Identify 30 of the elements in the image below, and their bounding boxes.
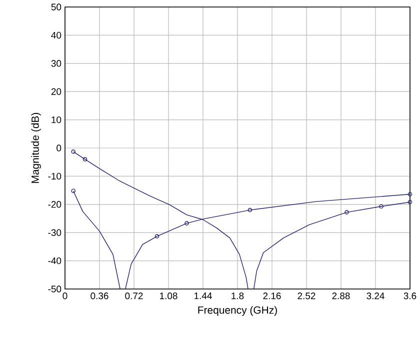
y-tick-label: 20	[51, 88, 62, 95]
y-tick-label: 30	[51, 60, 62, 67]
x-tick-label: 1.44	[194, 292, 212, 300]
point	[379, 204, 384, 209]
point	[344, 210, 349, 214]
point	[82, 157, 88, 162]
y-tick-label: -40	[48, 257, 62, 264]
y-tick-label: -10	[48, 172, 62, 180]
y-tick-label: 0	[56, 144, 62, 152]
y-tick-label: 10	[52, 116, 62, 124]
y-tick-label: 40	[51, 32, 62, 39]
x-tick-label: 0	[62, 292, 68, 300]
x-tick-label: 1.08	[160, 292, 178, 300]
x-tick-label: 2.52	[298, 292, 316, 300]
x-tick-label: 1.8	[232, 292, 244, 300]
y-tick-label: -50	[48, 286, 62, 292]
x-tick-label: 0.36	[90, 292, 108, 300]
x-axis-title: Frequency (GHz)	[198, 306, 277, 316]
x-tick-label: 3.6	[404, 292, 416, 300]
x-tick-label: 3.24	[366, 292, 384, 300]
x-tick-label: 2.88	[332, 292, 350, 300]
point	[154, 234, 160, 238]
y-axis-title: Magnitude (dB)	[31, 112, 41, 183]
y-tick-label: 50	[51, 4, 62, 10]
y-tick-label: -30	[48, 229, 62, 236]
x-tick-label: 2.16	[263, 292, 281, 300]
x-tick-label: 0.72	[125, 292, 143, 300]
point	[184, 221, 189, 226]
point	[248, 208, 252, 212]
y-tick-label: -20	[48, 201, 62, 208]
